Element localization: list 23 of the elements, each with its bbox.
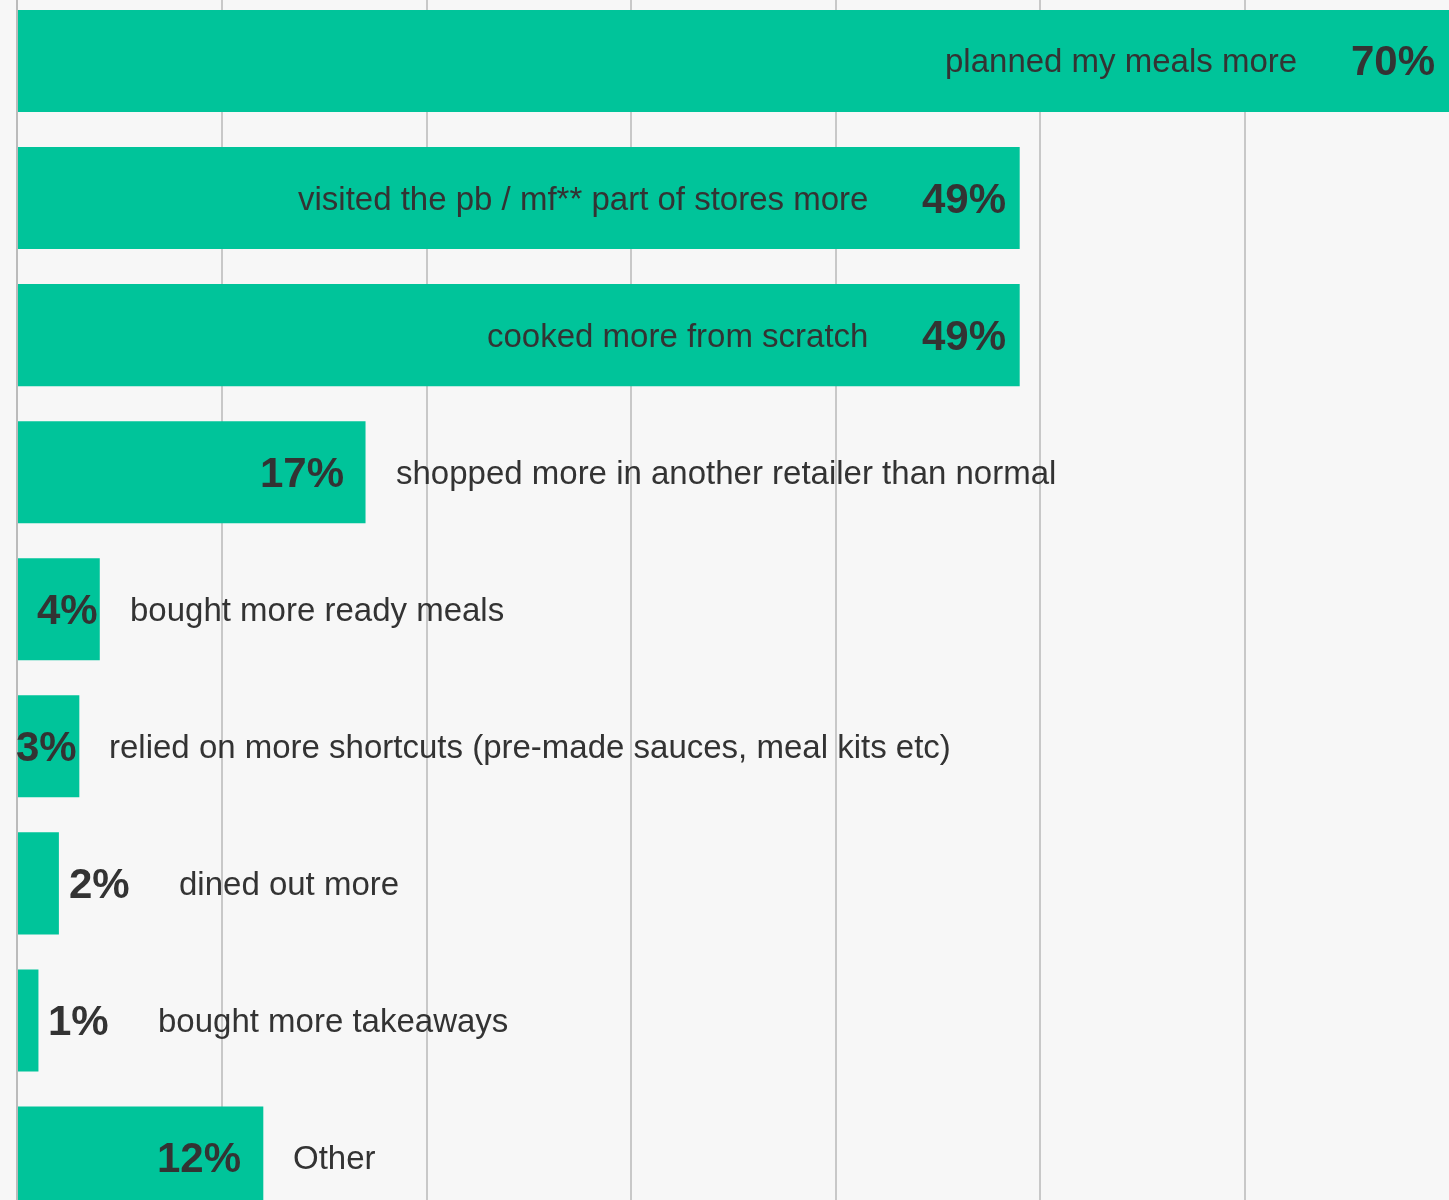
data-label: 2% bbox=[69, 860, 130, 907]
bar bbox=[18, 284, 1020, 387]
y-tick-label: bought more ready meals bbox=[130, 591, 505, 628]
y-tick-label: shopped more in another retailer than normal bbox=[396, 454, 1057, 491]
y-tick-label: dined out more bbox=[179, 865, 400, 902]
data-label: 70% bbox=[1351, 37, 1436, 84]
y-tick-label: planned my meals more bbox=[945, 42, 1298, 79]
y-tick-label: visited the pb / mf** part of stores more bbox=[298, 180, 869, 217]
data-label: 1% bbox=[48, 997, 109, 1044]
y-tick-label: relied on more shortcuts (pre-made sauces, meal kits etc) bbox=[109, 728, 951, 765]
data-label: 12% bbox=[157, 1134, 242, 1181]
y-tick-label: cooked more from scratch bbox=[487, 317, 869, 354]
y-tick-label: Other bbox=[293, 1139, 376, 1176]
bar bbox=[18, 421, 366, 524]
data-label: 17% bbox=[260, 449, 345, 496]
data-label: 49% bbox=[922, 312, 1007, 359]
bar bbox=[18, 969, 39, 1072]
y-tick-label: bought more takeaways bbox=[158, 1002, 509, 1039]
bar bbox=[18, 9, 1449, 113]
data-label: 49% bbox=[922, 175, 1007, 222]
bar bbox=[18, 832, 59, 935]
bar bbox=[18, 147, 1020, 250]
data-label: 4% bbox=[37, 586, 98, 633]
